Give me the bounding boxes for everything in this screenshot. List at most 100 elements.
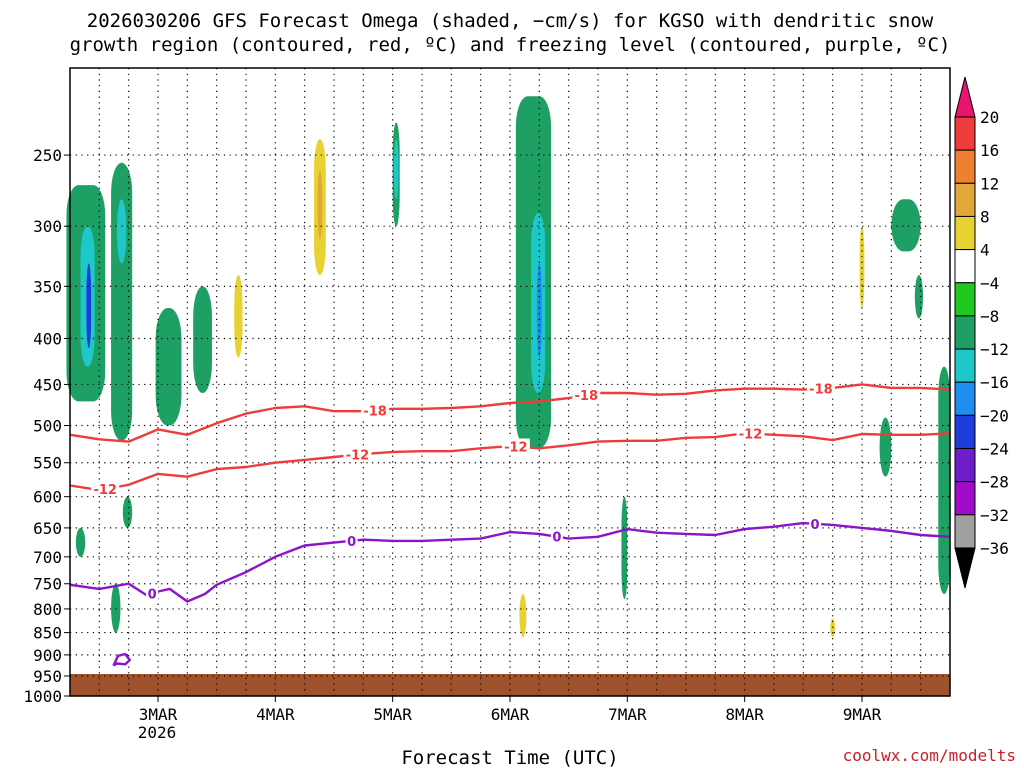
- x-axis: 3MAR 4MAR 5MAR 6MAR 7MAR 8MAR 9MAR: [139, 696, 882, 724]
- x-axis-label: Forecast Time (UTC): [401, 747, 618, 768]
- y-tick-label: 700: [33, 548, 62, 567]
- contour-label-bg: [550, 528, 563, 544]
- contour-label: -18: [809, 383, 833, 398]
- omega-region: [155, 308, 182, 426]
- colorbar-segment: [954, 182, 976, 217]
- omega-region: [75, 527, 86, 557]
- omega-region: [116, 199, 127, 264]
- omega-region: [844, 199, 874, 339]
- colorbar-segment: [954, 149, 976, 184]
- omega-region: [193, 286, 212, 393]
- contour-label-bg: [343, 446, 372, 462]
- x-tick-label: 5MAR: [373, 705, 412, 724]
- contour-label-bg: [501, 438, 530, 454]
- y-tick-label: 550: [33, 454, 62, 473]
- omega-region: [914, 275, 924, 319]
- colorbar-label: 16: [980, 141, 999, 160]
- omega-region: [721, 646, 733, 676]
- colorbar-segment: [954, 481, 976, 516]
- ground-surface: [70, 674, 950, 696]
- grid-lines: [70, 68, 950, 697]
- x-tick-label: 7MAR: [608, 705, 647, 724]
- colorbar-segment: [954, 414, 976, 450]
- omega-region: [824, 594, 841, 642]
- omega-region: [519, 594, 527, 638]
- y-tick-label: 650: [33, 519, 62, 538]
- colorbar-bottom-arrow: [954, 547, 976, 589]
- omega-region: [339, 263, 358, 376]
- omega-region: [460, 139, 478, 287]
- contour-label: 0: [811, 518, 820, 533]
- omega-region: [234, 275, 243, 358]
- colorbar-label: −8: [980, 307, 999, 326]
- colorbar-segment: [954, 514, 976, 549]
- contour-label: 0: [148, 587, 157, 602]
- y-tick-label: 1000: [23, 687, 62, 706]
- omega-region: [938, 366, 950, 595]
- y-tick-label: 250: [33, 146, 62, 165]
- contour-label: 0: [347, 535, 356, 550]
- contour-0-loop: [112, 652, 131, 667]
- omega-region: [536, 263, 542, 358]
- colorbar-top-arrow: [954, 76, 976, 118]
- contour-label-bg: [361, 402, 390, 418]
- colorbar-segment: [954, 282, 976, 317]
- chart-title-line2: growth region (contoured, red, ºC) and f…: [70, 34, 951, 56]
- omega-region: [859, 226, 865, 309]
- contour-label: -12: [346, 449, 370, 464]
- contour-label: -18: [363, 404, 387, 419]
- contour-label: -12: [504, 441, 528, 456]
- colorbar-segment: [954, 116, 976, 151]
- contour-label-bg: [345, 532, 358, 548]
- omega-region: [111, 162, 133, 441]
- y-tick-label: 300: [33, 217, 62, 236]
- colorbar-label: 4: [980, 241, 990, 260]
- colorbar: 20 16 12 8 4 −4 −8 −12 −16 −20 −24 −28 −32 −36: [954, 76, 1009, 589]
- credit-text: coolwx.com/modelts: [843, 746, 1016, 765]
- x-tick-label: 3MAR: [139, 705, 178, 724]
- colorbar-label: 8: [980, 207, 990, 226]
- colorbar-label: −24: [980, 440, 1009, 459]
- colorbar-label: 20: [980, 108, 999, 127]
- colorbar-label: −16: [980, 373, 1009, 392]
- omega-shading: [66, 68, 950, 676]
- omega-region: [551, 545, 575, 609]
- contour-label-bg: [809, 515, 822, 531]
- y-tick-label: 450: [33, 375, 62, 394]
- contour-label-bg: [572, 387, 601, 403]
- x-tick-year: 2026: [138, 723, 177, 742]
- y-axis: 250 300 350 400 450 500 550 600 650 700 750 800 850 9…: [23, 146, 70, 706]
- contour-label: -12: [93, 483, 117, 498]
- x-tick-label: 8MAR: [725, 705, 764, 724]
- colorbar-segment: [954, 215, 976, 251]
- colorbar-segment: [954, 249, 976, 284]
- colorbar-label: −4: [980, 274, 999, 293]
- colorbar-label: −36: [980, 539, 1009, 558]
- colorbar-label: 12: [980, 174, 999, 193]
- x-tick-label: 6MAR: [491, 705, 530, 724]
- contour-lines: -18 -18 -18 -12 -12 -12 -12 0 0 0 0: [69, 380, 951, 667]
- omega-region: [891, 199, 921, 252]
- omega-region: [317, 170, 323, 240]
- y-tick-label: 400: [33, 329, 62, 348]
- colorbar-segment: [954, 315, 976, 350]
- omega-region: [86, 263, 92, 349]
- y-tick-label: 750: [33, 575, 62, 594]
- omega-region: [393, 139, 399, 200]
- omega-region: [621, 496, 628, 600]
- colorbar-segment: [954, 448, 976, 483]
- colorbar-label: −32: [980, 506, 1009, 525]
- x-tick-label: 4MAR: [256, 705, 295, 724]
- contour-label-bg: [736, 425, 765, 441]
- colorbar-label: −28: [980, 473, 1009, 492]
- contour-label-bg: [91, 481, 120, 497]
- y-tick-label: 350: [33, 277, 62, 296]
- omega-region: [111, 583, 121, 633]
- contour-label-bg: [146, 585, 159, 601]
- colorbar-label: −12: [980, 340, 1009, 359]
- contour-label: 0: [552, 531, 561, 546]
- x-tick-label: 9MAR: [843, 705, 882, 724]
- y-tick-label: 500: [33, 417, 62, 436]
- colorbar-segment: [954, 381, 976, 416]
